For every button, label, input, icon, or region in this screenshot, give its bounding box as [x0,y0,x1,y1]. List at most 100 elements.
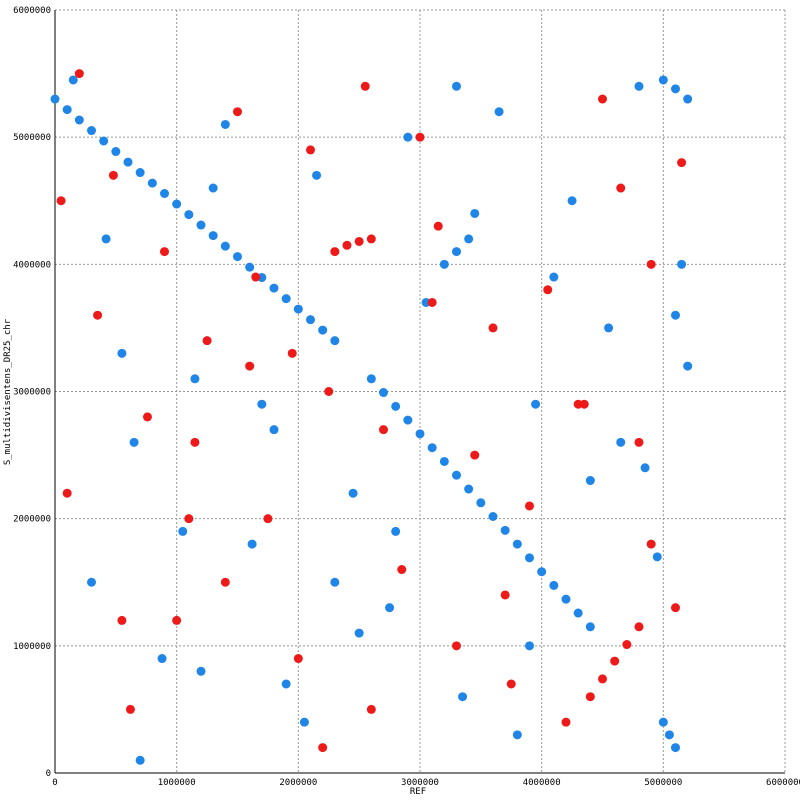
point [233,107,242,117]
point [616,183,626,193]
point [342,240,352,250]
point [196,220,206,230]
point [671,84,680,94]
point [318,743,328,753]
point [287,348,297,358]
point [135,755,145,765]
point [671,603,680,613]
point [433,221,443,231]
point [202,336,212,346]
point [208,183,218,193]
point [573,608,583,618]
point [50,94,60,104]
point [634,81,644,91]
point [549,580,559,590]
point [245,361,255,371]
point [269,425,279,435]
point [263,514,273,524]
y-tick-label: 0 [46,769,51,779]
point [452,247,461,257]
point [646,259,656,269]
point [348,488,358,498]
point [640,463,650,473]
point [379,388,388,398]
point [324,387,334,396]
point [354,628,364,638]
x-axis-label: REF [410,787,426,797]
point [391,526,401,536]
point [500,590,510,600]
point [464,234,474,244]
point [190,374,200,384]
point [123,157,133,167]
point [439,456,449,466]
point [354,236,364,246]
point [397,565,407,575]
point [117,348,127,358]
point [464,484,474,494]
point [330,577,340,587]
point [306,315,315,325]
point [452,641,461,651]
point [208,231,218,241]
point [366,234,376,244]
point [537,567,547,577]
point [379,425,388,435]
point [512,539,522,549]
point [470,208,480,218]
point [683,94,693,104]
x-tick-label: 6000000 [766,778,800,788]
point [598,674,607,684]
point [385,603,395,613]
point [74,69,84,79]
point [470,450,480,460]
point [677,158,687,168]
point [488,512,498,522]
point [561,717,571,727]
point [220,241,230,251]
point [172,615,182,625]
point [415,132,425,142]
point [108,170,118,180]
point [366,704,376,714]
point [616,437,626,447]
point [439,259,449,269]
point [531,399,541,409]
point [190,437,200,447]
point [494,107,504,117]
point [610,656,620,666]
y-tick-label: 5000000 [13,133,51,143]
point [543,285,553,295]
point [312,170,322,180]
point [87,126,96,136]
point [573,399,583,409]
point [117,615,127,625]
point [318,325,328,335]
point [142,412,152,422]
point [512,730,522,740]
point [671,743,680,753]
point [257,399,267,409]
y-tick-label: 3000000 [13,388,51,398]
point [251,272,261,282]
point [561,594,571,604]
point [160,247,169,257]
point [683,361,693,371]
point [488,323,498,333]
x-tick-label: 3000000 [401,778,439,788]
point [62,105,72,115]
point [147,178,157,188]
point [525,501,534,511]
point [101,234,111,244]
point [157,654,167,664]
point [220,119,230,129]
point [87,577,96,587]
point [196,666,206,676]
x-tick-label: 1000000 [158,778,196,788]
point [281,294,291,304]
point [634,437,644,447]
point [598,94,607,104]
point [476,498,486,508]
x-tick-label: 2000000 [279,778,317,788]
